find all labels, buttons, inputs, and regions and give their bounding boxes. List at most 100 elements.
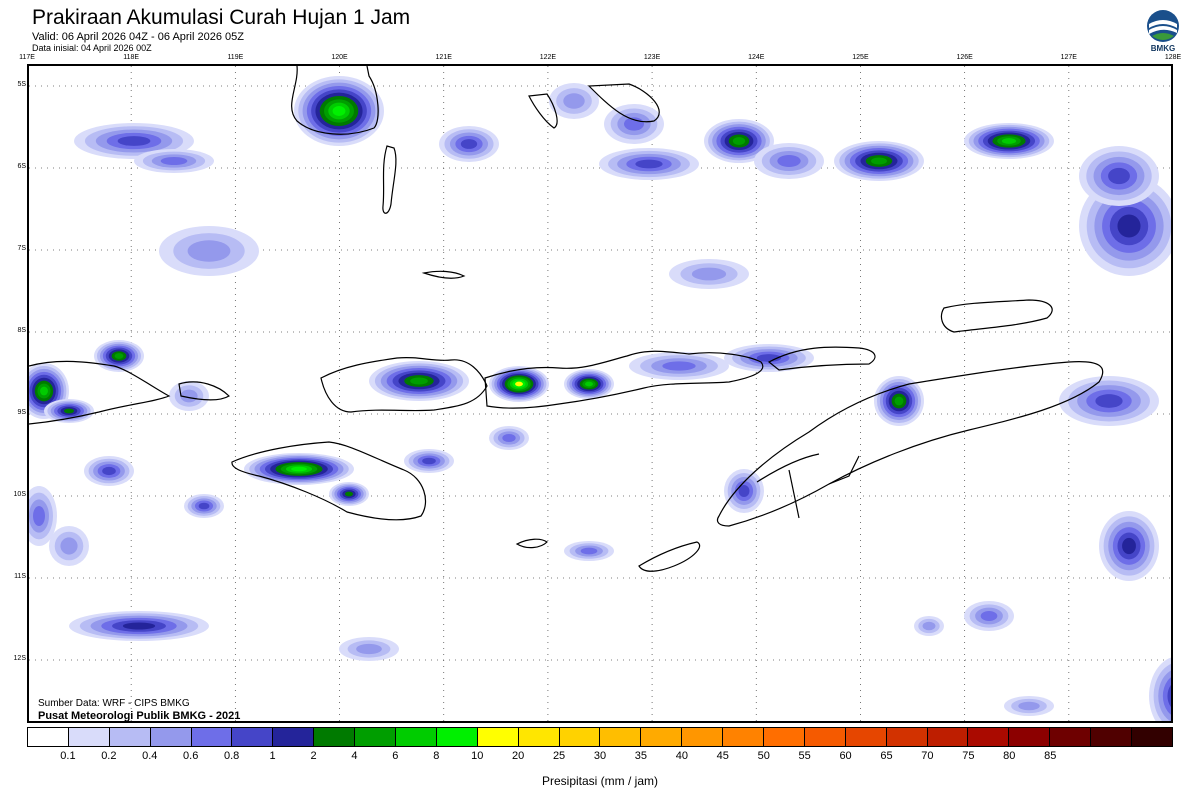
colorbar-title: Presipitasi (mm / jam) [541, 774, 658, 788]
precip-contour [515, 381, 523, 387]
precip-contour [1122, 537, 1136, 555]
colorbar-swatch [273, 728, 315, 746]
precip-contour [980, 611, 998, 621]
lat-label: 11S [14, 573, 26, 580]
colorbar-swatch [723, 728, 765, 746]
colorbar-swatch [600, 728, 642, 746]
lat-label: 8S [17, 327, 26, 334]
colorbar-swatch [355, 728, 397, 746]
valid-time: Valid: 06 April 2026 04Z - 06 April 2026… [32, 31, 244, 43]
colorbar-swatch [927, 728, 969, 746]
colorbar-swatch [28, 728, 69, 746]
precip-contour [180, 389, 198, 403]
precip-contour [732, 137, 746, 145]
colorbar-label: 60 [839, 750, 852, 762]
precip-contour [1001, 138, 1017, 144]
colorbar-label: 25 [552, 750, 566, 762]
colorbar-label: 55 [798, 750, 811, 762]
precip-contour [102, 466, 116, 476]
map-canvas [29, 66, 1171, 721]
colorbar-swatch [682, 728, 724, 746]
precip-contour [33, 506, 45, 526]
precip-contour [1018, 701, 1040, 711]
precip-contour [356, 643, 382, 655]
lat-label: 10S [13, 491, 26, 498]
precip-contour [738, 485, 750, 497]
colorbar-swatch [191, 728, 233, 746]
colorbar-label: 2 [310, 750, 317, 762]
precip-contour [563, 93, 585, 109]
precip-contour [64, 408, 74, 414]
precip-contour [662, 361, 696, 371]
lat-label: 6S [17, 163, 26, 170]
precip-contour [691, 267, 727, 281]
colorbar-label: 0.2 [101, 750, 117, 762]
map-title: Prakiraan Akumulasi Curah Hujan 1 Jam [32, 6, 411, 29]
colorbar-label: 20 [512, 750, 525, 762]
precip-contour [422, 457, 436, 465]
precip-contour [122, 622, 156, 630]
precip-contour [117, 136, 151, 146]
precip-contour [460, 139, 478, 149]
lat-label: 9S [17, 409, 26, 416]
precip-contour [198, 502, 210, 510]
precip-contour [502, 434, 516, 442]
colorbar-swatch [886, 728, 928, 746]
colorbar-swatch [1009, 728, 1051, 746]
precip-contour [114, 353, 124, 359]
precip-contour [40, 386, 48, 396]
lon-label: 125E [852, 54, 869, 61]
colorbar-label: 50 [757, 750, 770, 762]
colorbar-label: 0.1 [60, 750, 76, 762]
lon-label: 119E [227, 54, 244, 61]
organization-credit: Pusat Meteorologi Publik BMKG - 2021 [38, 710, 241, 722]
precip-contour [777, 155, 801, 167]
colorbar-label: 75 [962, 750, 975, 762]
precip-contour [332, 106, 346, 116]
colorbar-label: 80 [1003, 750, 1016, 762]
init-time: Data inisial: 04 April 2026 00Z [32, 43, 152, 53]
precip-contour [345, 491, 353, 497]
lon-label: 124E [748, 54, 765, 61]
colorbar-swatch [477, 728, 519, 746]
lon-label: 120E [331, 54, 348, 61]
precip-contour [585, 381, 593, 387]
precip-contour [1162, 677, 1171, 715]
colorbar-label: 0.6 [183, 750, 199, 762]
lon-label: 123E [643, 54, 661, 61]
colorbar-swatch [314, 728, 356, 746]
colorbar-swatch [845, 728, 887, 746]
precip-contour [410, 377, 428, 385]
colorbar-label: 6 [392, 750, 399, 762]
colorbar-label: 35 [634, 750, 648, 762]
colorbar-swatch [150, 728, 192, 746]
colorbar-label: 40 [675, 750, 688, 762]
colorbar [27, 727, 1173, 747]
precip-contour [291, 466, 307, 472]
lat-label: 7S [17, 245, 26, 252]
colorbar-swatch [518, 728, 560, 746]
colorbar-label: 8 [433, 750, 440, 762]
lon-label: 127E [1060, 54, 1077, 61]
lon-label: 122E [539, 54, 557, 61]
precip-contour [756, 354, 782, 362]
lon-label: 117E [19, 54, 35, 61]
colorbar-swatch [396, 728, 437, 746]
data-source-credit: Sumber Data: WRF - CIPS BMKG [38, 698, 190, 709]
rainfall-map[interactable] [27, 64, 1173, 723]
precip-contour [871, 157, 887, 165]
precip-contour [60, 537, 78, 555]
colorbar-label: 45 [716, 750, 729, 762]
colorbar-swatch [1050, 728, 1092, 746]
colorbar-swatch [804, 728, 846, 746]
colorbar-label: 85 [1044, 750, 1057, 762]
precip-contour [1167, 684, 1171, 708]
colorbar-swatch [68, 728, 110, 746]
colorbar-label: 1 [269, 750, 276, 762]
colorbar-label: 0.4 [142, 750, 158, 762]
lon-label: 126E [956, 54, 973, 61]
colorbar-swatch [764, 728, 805, 746]
precip-contour [635, 159, 663, 169]
colorbar-swatch [232, 728, 274, 746]
lat-label: 12S [13, 655, 26, 662]
